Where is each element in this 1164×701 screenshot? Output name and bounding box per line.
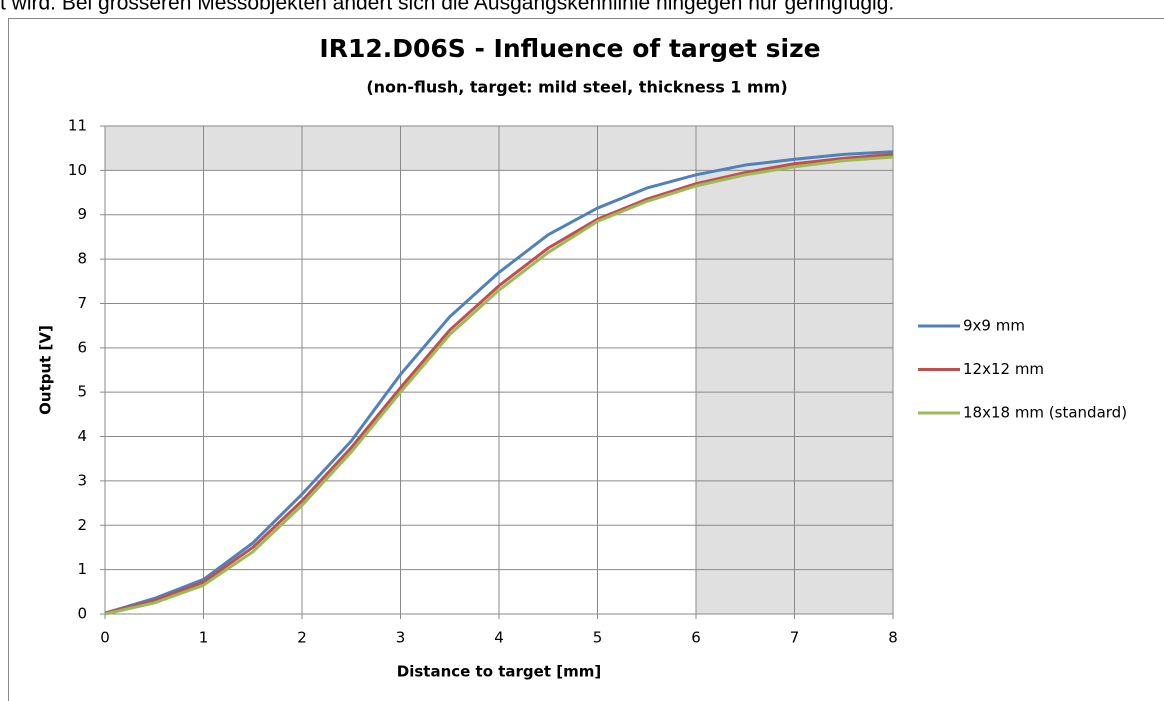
x-tick-label: 8 <box>888 629 898 647</box>
series-line <box>104 152 894 615</box>
x-tick-label: 4 <box>494 629 504 647</box>
y-tick-label: 4 <box>77 427 87 445</box>
x-tick-label: 1 <box>199 629 209 647</box>
y-tick-label: 0 <box>77 605 87 623</box>
x-tick-label: 7 <box>790 629 800 647</box>
x-tick-label: 0 <box>100 629 110 647</box>
chart-subtitle: (non-flush, target: mild steel, thicknes… <box>366 78 787 97</box>
legend-label: 9x9 mm <box>963 317 1025 335</box>
y-tick-label: 11 <box>68 117 87 135</box>
legend-label: 18x18 mm (standard) <box>963 404 1127 422</box>
chart-title: IR12.D06S - Influence of target size <box>319 34 820 63</box>
y-tick-label: 8 <box>77 250 87 268</box>
page-text: t wird. Bei grösseren Messobjekten änder… <box>0 0 894 15</box>
x-tick-label: 2 <box>297 629 307 647</box>
series-line <box>104 155 894 616</box>
x-tick-label: 5 <box>593 629 603 647</box>
x-axis-label: Distance to target [mm] <box>397 663 601 681</box>
y-tick-label: 7 <box>77 294 87 312</box>
y-tick-label: 10 <box>68 161 87 179</box>
y-tick-label: 1 <box>77 560 87 578</box>
x-tick-label: 6 <box>691 629 701 647</box>
y-tick-label: 5 <box>77 383 87 401</box>
legend-label: 12x12 mm <box>963 360 1044 378</box>
y-axis-label: Output [V] <box>37 325 55 415</box>
y-tick-label: 2 <box>77 516 87 534</box>
series-line <box>104 150 894 615</box>
y-tick-label: 3 <box>77 471 87 489</box>
y-tick-label: 9 <box>77 205 87 223</box>
x-tick-label: 3 <box>396 629 406 647</box>
y-tick-label: 6 <box>77 338 87 356</box>
